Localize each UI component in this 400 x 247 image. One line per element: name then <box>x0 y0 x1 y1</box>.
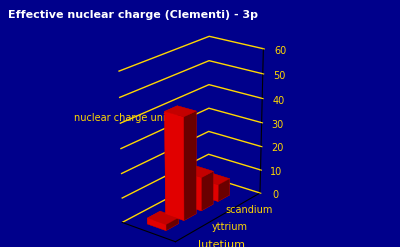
Text: Effective nuclear charge (Clementi) - 3p: Effective nuclear charge (Clementi) - 3p <box>8 10 258 20</box>
